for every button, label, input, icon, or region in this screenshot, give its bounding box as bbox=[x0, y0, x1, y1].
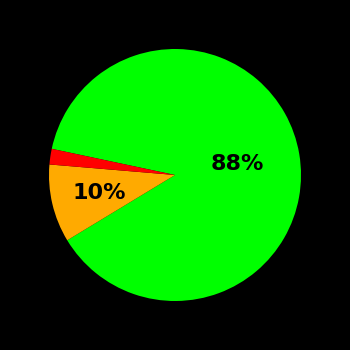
Wedge shape bbox=[49, 149, 175, 175]
Text: 10%: 10% bbox=[72, 183, 126, 203]
Wedge shape bbox=[52, 49, 301, 301]
Wedge shape bbox=[49, 164, 175, 240]
Text: 88%: 88% bbox=[210, 154, 264, 175]
